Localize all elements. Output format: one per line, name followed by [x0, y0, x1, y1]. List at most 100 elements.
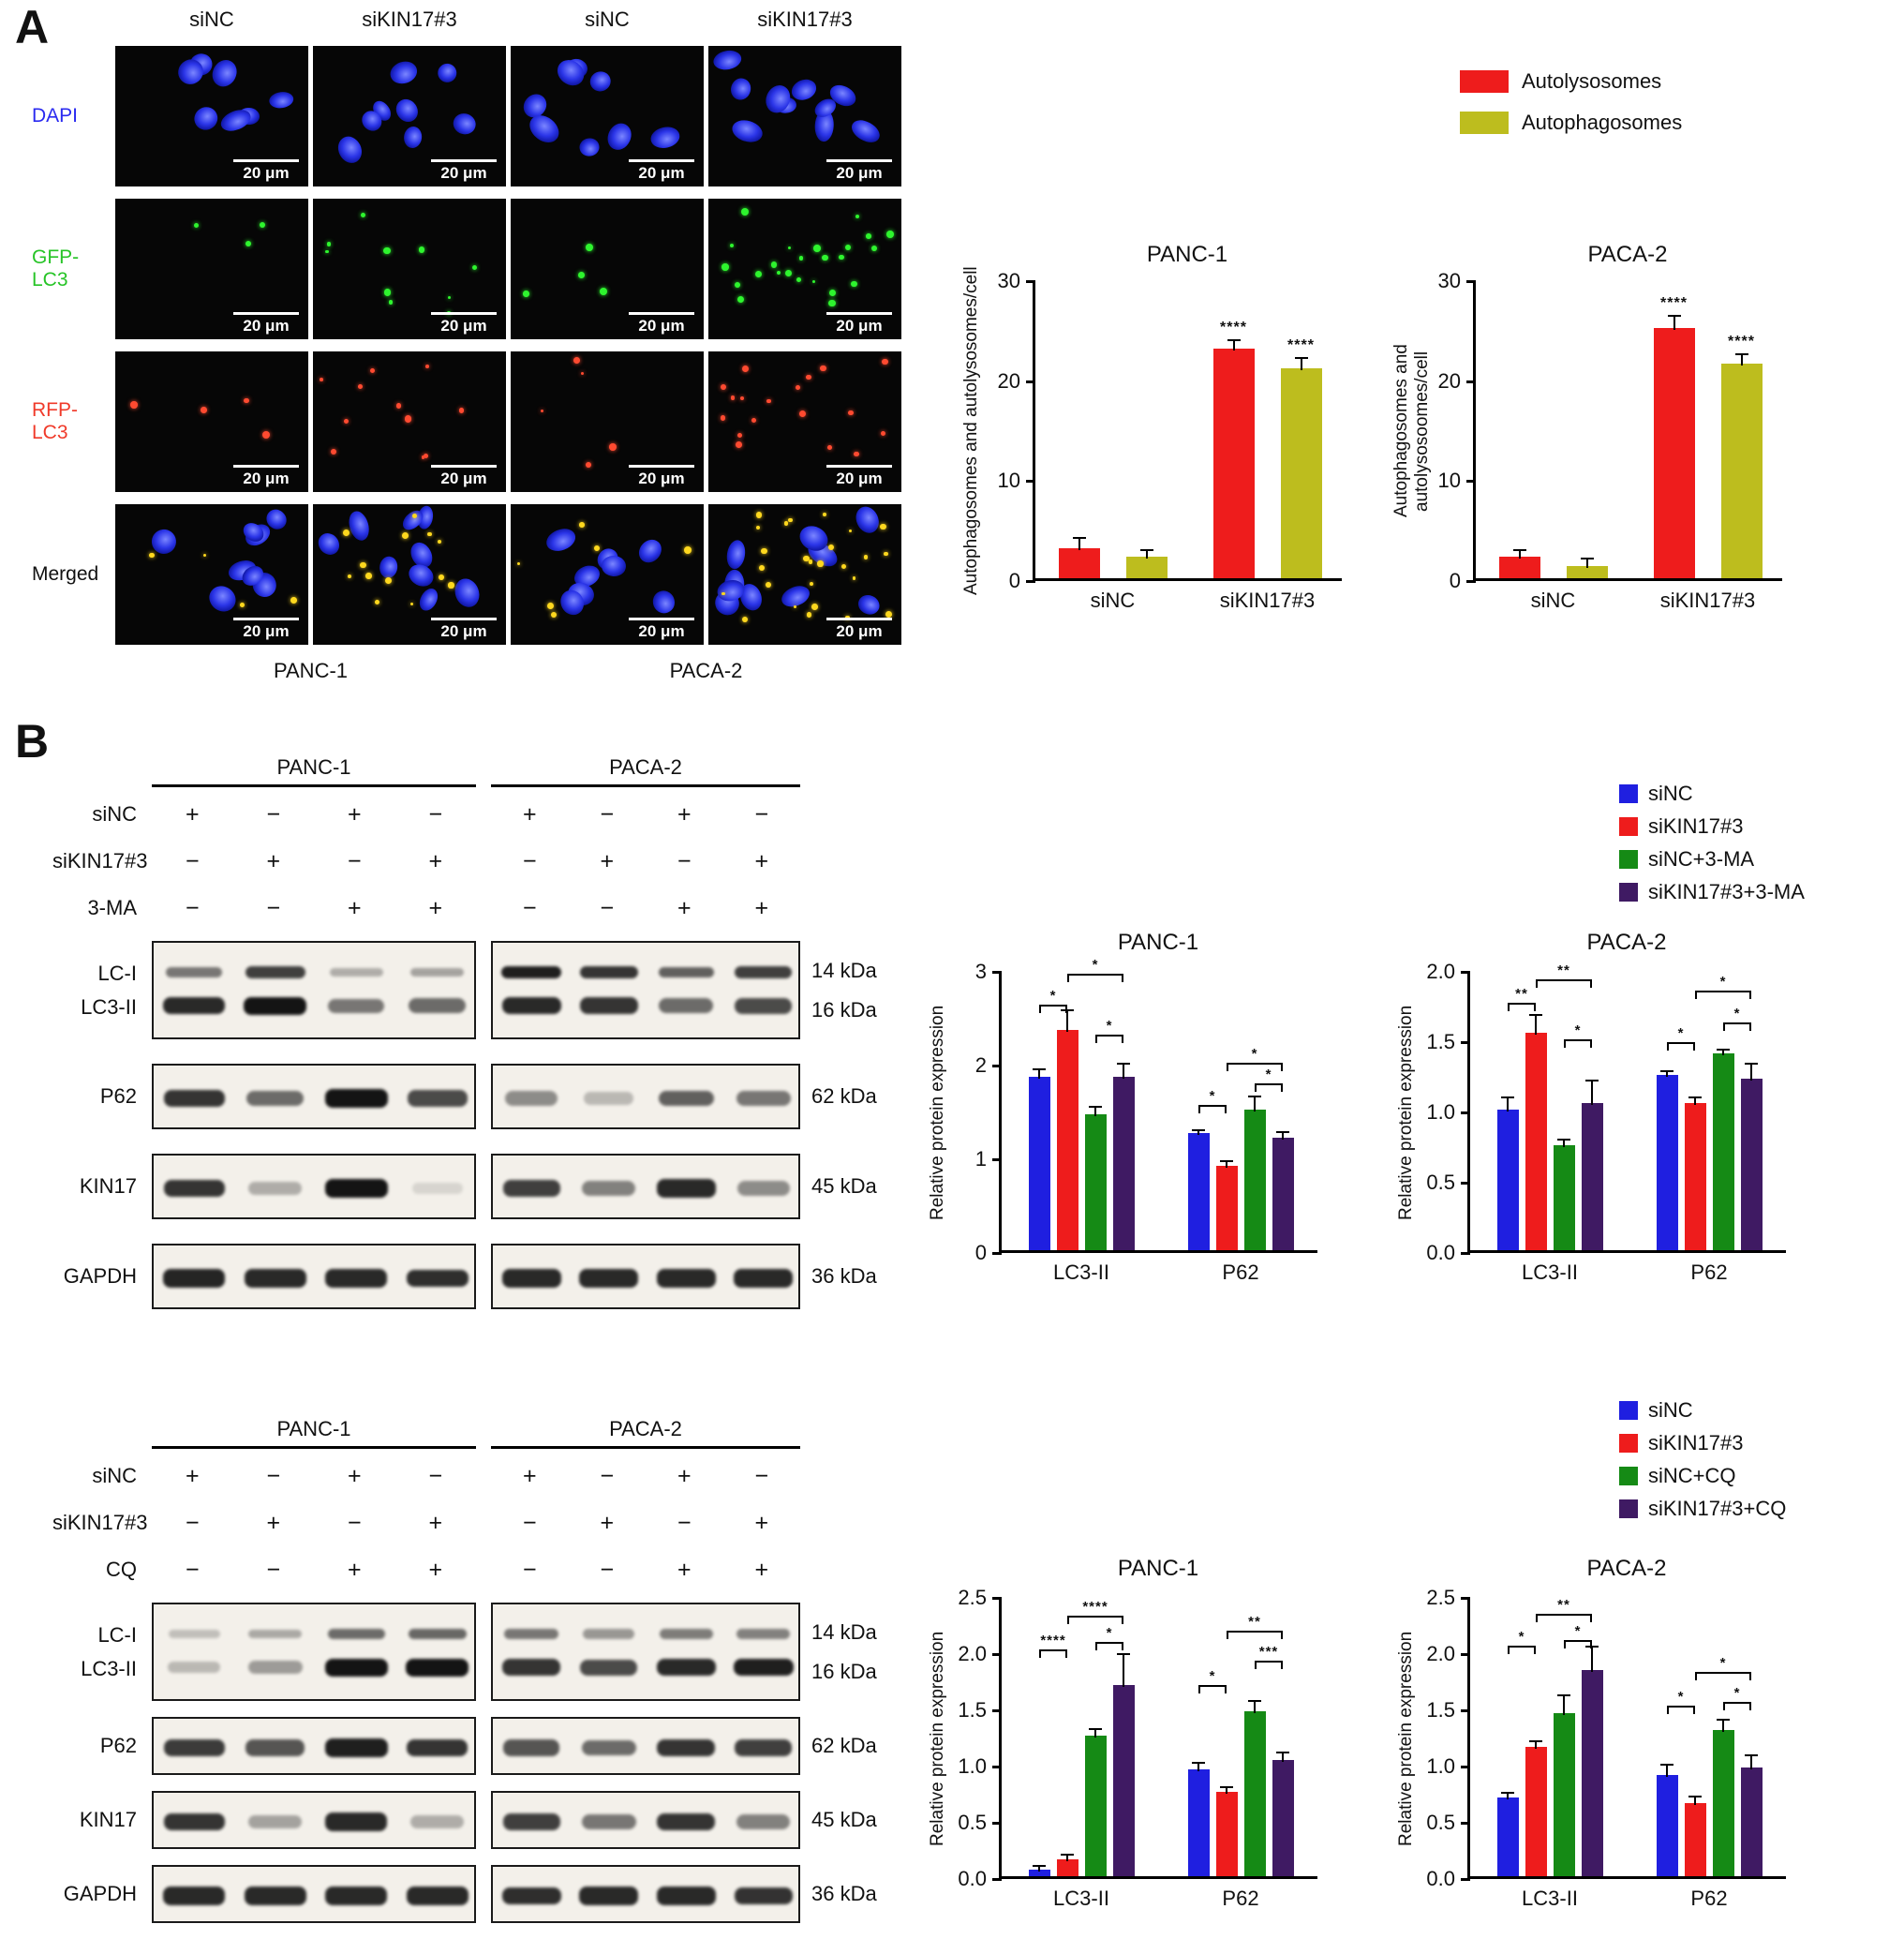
protein-label: LC-I LC3-II: [81, 1622, 137, 1680]
bar-siNC: [1496, 1110, 1519, 1250]
significance-bracket: [1227, 1063, 1283, 1071]
blot-membrane: [152, 1865, 476, 1923]
protein-band: [583, 1629, 635, 1639]
error-bar-cap: [1557, 1139, 1570, 1141]
fluorescent-punctum: [365, 573, 372, 579]
fluorescent-punctum: [758, 564, 766, 572]
legend-item: siKIN17#3+3-MA: [1619, 880, 1805, 904]
significance-bracket: [1198, 1685, 1227, 1693]
significance-stars: *: [1265, 1066, 1272, 1082]
error-bar: [1145, 551, 1148, 559]
fluorescent-punctum: [437, 540, 441, 544]
fluorescent-punctum: [259, 222, 266, 229]
cell-nucleus: [190, 102, 223, 135]
fluorescent-punctum: [579, 522, 585, 528]
y-tick-label: 1.0: [958, 1754, 987, 1778]
plot-area: 0 1 2 3 LC3-II P62 * * * * * *: [975, 957, 1317, 1284]
fluorescent-punctum: [586, 243, 593, 251]
cell-nucleus: [208, 55, 242, 91]
fluorescent-punctum: [734, 281, 740, 288]
cell-line-header: PANC-1: [152, 1417, 476, 1449]
cell-nucleus: [649, 587, 678, 617]
significance-bracket: [1536, 978, 1592, 988]
y-tick: [992, 1252, 1002, 1255]
treatment-row: siKIN17#3 − + − + − + − +: [52, 1499, 877, 1546]
microscopy-image: 20 μm: [511, 504, 704, 645]
western-blot-cq: PANC-1 PACA-2 siNC + − + − + − + − siKIN17#3 − + − + − + −…: [52, 1417, 877, 1939]
protein-label: P62: [99, 1084, 137, 1108]
chart-panc1-3ma: PANC-1 Relative protein expression 0 1 2 3 LC3…: [924, 918, 1332, 1295]
scale-bar: 20 μm: [431, 312, 497, 336]
bar-siNC: [1028, 1869, 1050, 1876]
error-bar: [1066, 1856, 1068, 1861]
cell-nucleus: [379, 555, 399, 579]
bar-siKIN17#3+3-MA: [1272, 1138, 1294, 1250]
fluorescent-punctum: [374, 599, 380, 605]
significance-stars: *: [1733, 1006, 1741, 1022]
blot-row: LC-I LC3-II 14 kDa 16 kDa: [52, 1603, 877, 1701]
treatment-sign: −: [600, 1462, 615, 1489]
significance-bracket: [1198, 1105, 1227, 1113]
fluorescent-punctum: [684, 546, 692, 555]
error-bar: [1254, 1097, 1256, 1111]
fluorescent-punctum: [384, 576, 392, 584]
error-bar-cap: [1501, 1096, 1514, 1098]
blot-membrane: [491, 1865, 800, 1923]
scale-bar-line: [629, 618, 694, 620]
protein-band: [163, 1738, 225, 1757]
chart-title: PANC-1: [1117, 930, 1199, 955]
scale-bar: 20 μm: [431, 618, 497, 641]
chart-paca2-puncta: PACA-2 Autophagosomes and autolysosoomes/…: [1391, 231, 1797, 623]
significance-stars: *: [1106, 1018, 1113, 1034]
cell-line-header: PANC-1: [152, 755, 476, 787]
fluorescent-punctum: [343, 418, 350, 425]
error-bar: [1123, 1654, 1124, 1687]
protein-band: [502, 1179, 560, 1198]
fluorescent-punctum: [325, 249, 329, 254]
protein-band: [245, 966, 305, 978]
significance-stars: *: [1209, 1088, 1216, 1104]
fluorescent-punctum: [809, 582, 814, 587]
blot-row: GAPDH 36 kDa: [52, 1865, 877, 1923]
treatment-sign: +: [600, 847, 615, 874]
legend-label: siNC: [1648, 782, 1693, 805]
scale-bar: 20 μm: [826, 312, 892, 336]
blot-row: LC-I LC3-II 14 kDa 16 kDa: [52, 941, 877, 1039]
significance-stars: *: [1209, 1668, 1216, 1684]
protein-band: [580, 1659, 638, 1676]
y-tick-label: 0: [1008, 569, 1020, 592]
error-bar: [1750, 1065, 1752, 1081]
protein-band: [505, 1091, 558, 1106]
y-tick: [992, 1766, 1002, 1768]
scale-bar-text: 20 μm: [243, 164, 290, 182]
treatment-sign: +: [754, 1556, 769, 1583]
legend-label: siKIN17#3+3-MA: [1648, 880, 1805, 903]
error-bar: [1722, 1721, 1724, 1732]
error-bar: [1226, 1162, 1227, 1168]
fluorescent-punctum: [357, 383, 363, 389]
fluorescent-punctum: [580, 371, 585, 376]
y-tick-label: 30: [997, 269, 1020, 292]
treatment-sign: −: [266, 800, 281, 828]
treatment-sign: +: [600, 1509, 615, 1536]
protein-label: GAPDH: [63, 1882, 137, 1905]
protein-band: [659, 1629, 713, 1639]
kda-label: 45 kDa: [811, 1808, 877, 1831]
significance-stars: *: [1518, 1629, 1525, 1645]
error-bar: [1507, 1098, 1509, 1111]
fluorescent-punctum: [721, 591, 725, 596]
blot-membrane: [152, 1064, 476, 1129]
fluorescent-punctum: [388, 299, 394, 305]
treatment-sign: +: [347, 1556, 362, 1583]
treatment-sign: −: [522, 1509, 537, 1536]
bar-siKIN17#3: [1684, 1803, 1706, 1876]
treatment-sign: +: [185, 800, 200, 828]
error-bar: [1094, 1730, 1096, 1738]
plot-area: 0.0 0.5 1.0 1.5 2.0 2.5 LC3-II P62 **** **** * * ** *…: [958, 1586, 1317, 1910]
bar-siNC: [1656, 1074, 1678, 1250]
treatment-sign: −: [600, 894, 615, 921]
error-bar: [1722, 1051, 1724, 1055]
scale-bar-text: 20 μm: [836, 164, 883, 182]
fluorescent-punctum: [741, 208, 750, 216]
scale-bar: 20 μm: [629, 618, 694, 641]
